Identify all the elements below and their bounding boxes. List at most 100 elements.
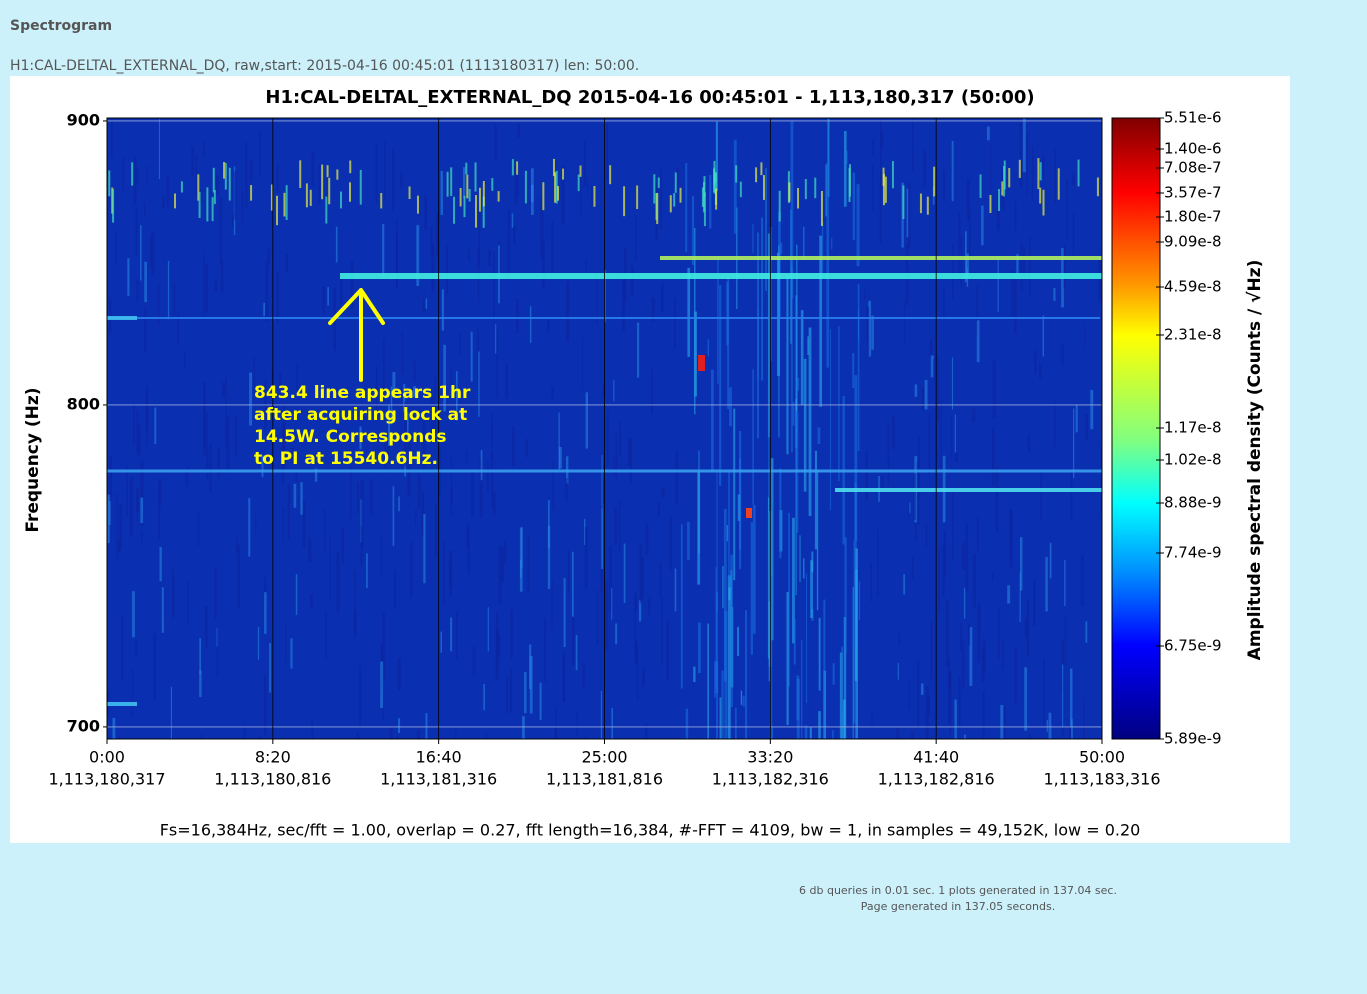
texture: [202, 142, 205, 158]
texture: [779, 468, 782, 559]
texture: [336, 169, 339, 180]
texture: [636, 645, 639, 700]
texture: [375, 366, 378, 422]
texture: [109, 456, 112, 497]
texture: [877, 528, 879, 596]
texture: [162, 196, 165, 209]
texture: [370, 479, 373, 515]
texture: [887, 423, 890, 486]
texture: [329, 535, 331, 601]
texture: [581, 337, 583, 391]
texture: [450, 167, 453, 196]
texture: [728, 471, 730, 583]
texture: [107, 702, 137, 706]
texture: [471, 470, 474, 517]
texture: [1026, 600, 1030, 657]
texture: [285, 185, 288, 220]
texture: [542, 182, 545, 211]
texture: [990, 145, 992, 193]
texture: [430, 226, 433, 257]
texture: [235, 415, 238, 456]
texture: [733, 139, 737, 234]
texture: [648, 598, 651, 616]
texture: [389, 727, 393, 739]
texture: [819, 235, 823, 407]
y-tick-label: 800: [67, 394, 100, 413]
texture: [551, 386, 554, 400]
texture: [203, 405, 206, 457]
texture: [629, 437, 632, 483]
colorbar-tick-label: 3.57e-7: [1164, 184, 1222, 202]
texture: [577, 174, 580, 192]
texture: [279, 373, 282, 396]
texture: [752, 369, 754, 505]
texture: [826, 162, 830, 368]
texture: [601, 508, 604, 570]
texture: [927, 694, 930, 715]
texture: [505, 362, 509, 399]
texture: [954, 699, 957, 739]
texture: [669, 516, 673, 571]
annotation-arrow: [328, 288, 385, 382]
texture: [336, 551, 340, 613]
texture: [641, 557, 644, 599]
texture: [908, 682, 910, 709]
texture: [591, 185, 593, 206]
texture: [998, 189, 1001, 211]
texture: [954, 451, 958, 463]
texture: [408, 186, 411, 200]
texture: [318, 164, 321, 204]
texture: [701, 187, 704, 207]
texture: [622, 275, 625, 333]
texture: [322, 286, 326, 314]
texture: [1007, 585, 1011, 604]
x-tick-gps: 1,113,183,316: [1043, 770, 1160, 789]
texture: [986, 126, 990, 141]
texture: [135, 640, 138, 657]
texture: [136, 409, 139, 454]
texture: [514, 165, 518, 205]
texture: [554, 172, 557, 203]
texture: [359, 426, 362, 450]
texture: [903, 574, 906, 595]
texture: [144, 261, 148, 303]
colorbar-tick-label: 1.40e-6: [1164, 140, 1222, 158]
texture: [1019, 572, 1021, 623]
colorbar-tick-label: 1.17e-8: [1164, 419, 1222, 437]
texture: [396, 735, 398, 739]
texture: [276, 166, 279, 193]
texture: [714, 660, 716, 698]
texture: [739, 181, 742, 198]
texture: [998, 608, 1000, 659]
texture: [511, 213, 514, 229]
texture: [462, 167, 466, 198]
texture: [865, 449, 868, 501]
texture: [1042, 315, 1044, 357]
texture: [613, 379, 615, 402]
texture: [112, 189, 115, 223]
texture: [511, 426, 515, 467]
texture: [661, 487, 665, 498]
texture: [492, 425, 494, 443]
texture: [796, 244, 798, 412]
texture: [709, 174, 712, 229]
texture: [823, 599, 826, 739]
texture: [818, 617, 821, 691]
texture: [166, 175, 169, 206]
texture: [1038, 362, 1042, 379]
texture: [1069, 668, 1073, 728]
texture: [151, 232, 155, 277]
texture: [132, 403, 135, 445]
colorbar-tick-label: 7.74e-9: [1164, 544, 1222, 562]
texture: [340, 191, 343, 209]
texture: [606, 123, 608, 181]
annotation: after acquiring lock at: [254, 405, 467, 425]
texture: [1054, 401, 1056, 448]
texture: [510, 609, 513, 659]
texture: [495, 324, 497, 354]
texture: [943, 288, 945, 317]
texture: [220, 261, 224, 294]
colorbar-tick-label: 1.80e-7: [1164, 208, 1222, 226]
texture: [321, 164, 324, 200]
texture: [350, 466, 352, 519]
